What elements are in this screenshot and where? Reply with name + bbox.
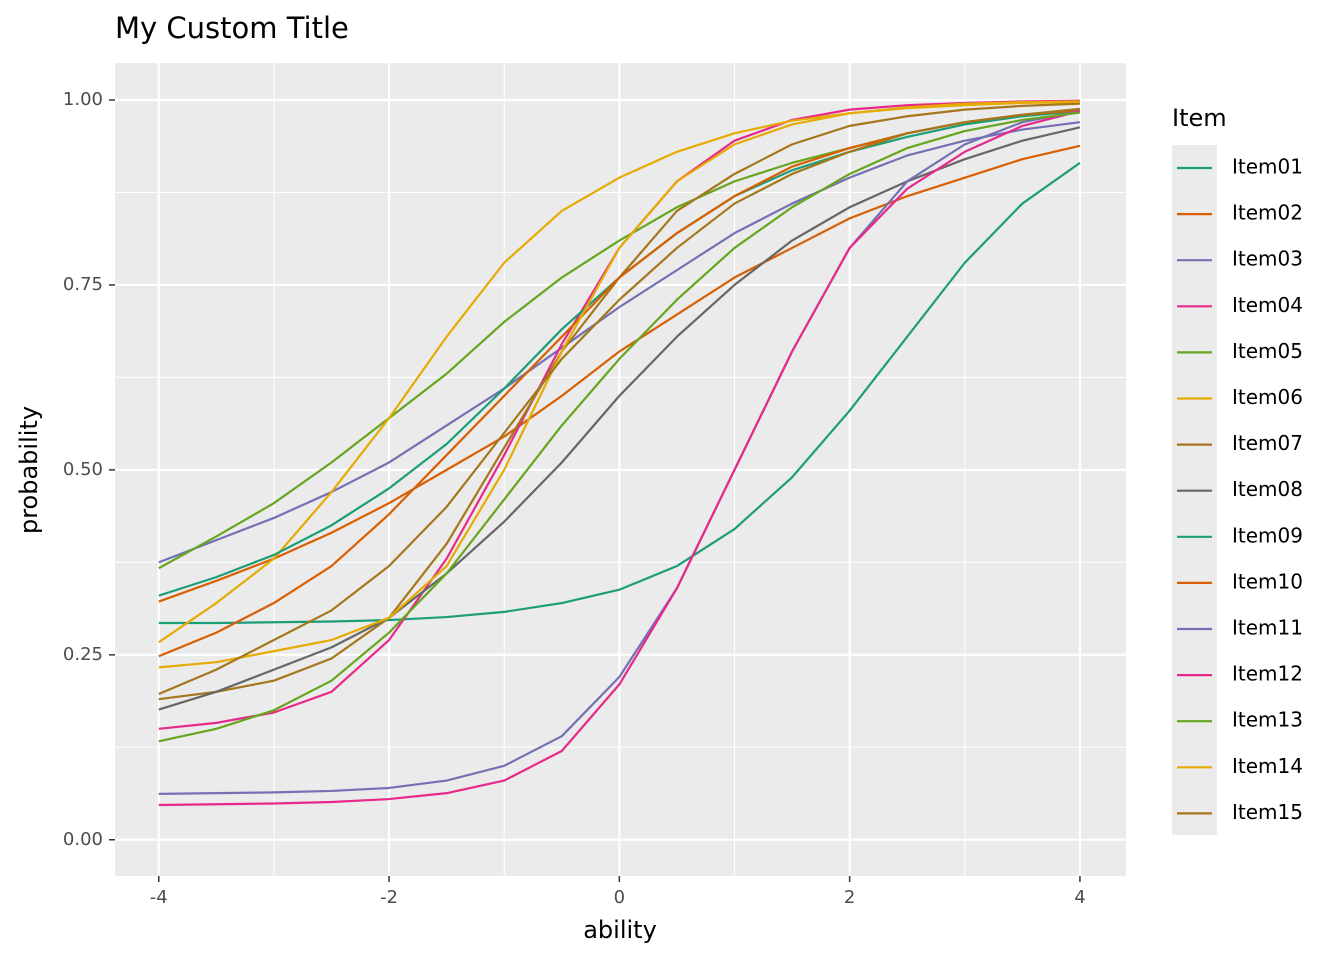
x-tick-label: 4 [1074,887,1085,908]
y-tick-label: 0.25 [63,644,103,665]
y-tick-label: 0.00 [63,829,103,850]
line-series [158,161,1081,625]
legend-label: Item14 [1232,754,1303,778]
legend-label: Item08 [1232,477,1303,501]
legend-label: Item07 [1232,431,1303,455]
line-series [158,126,1081,711]
legend-label: Item05 [1232,339,1303,363]
legend-label: Item10 [1232,569,1303,593]
x-tick-label: 2 [844,887,855,908]
legend-label: Item12 [1232,662,1303,686]
y-tick-label: 0.50 [63,459,103,480]
line-series [158,107,1081,696]
legend-label: Item03 [1232,247,1303,271]
line-series [158,109,1081,795]
x-axis-title: ability [583,916,657,944]
y-tick-label: 1.00 [63,89,103,110]
line-series [158,121,1081,564]
legend-label: Item04 [1232,293,1303,317]
legend-label: Item13 [1232,708,1303,732]
line-series [158,100,1080,669]
y-tick-label: 0.75 [63,274,103,295]
line-series [158,144,1081,603]
legend-label: Item09 [1232,523,1303,547]
legend-label: Item11 [1232,616,1303,640]
legend-label: Item15 [1232,800,1303,824]
legend-label: Item01 [1232,155,1303,179]
legend-label: Item02 [1232,201,1303,225]
legend-label: Item06 [1232,385,1303,409]
line-series [158,111,1081,743]
x-tick-label: -4 [150,887,168,908]
y-axis-title: probability [15,406,43,534]
legend-title: Item [1172,104,1227,132]
x-tick-label: 0 [614,887,625,908]
chart-title: My Custom Title [115,11,349,45]
x-tick-label: -2 [380,887,398,908]
line-series [158,110,1081,807]
